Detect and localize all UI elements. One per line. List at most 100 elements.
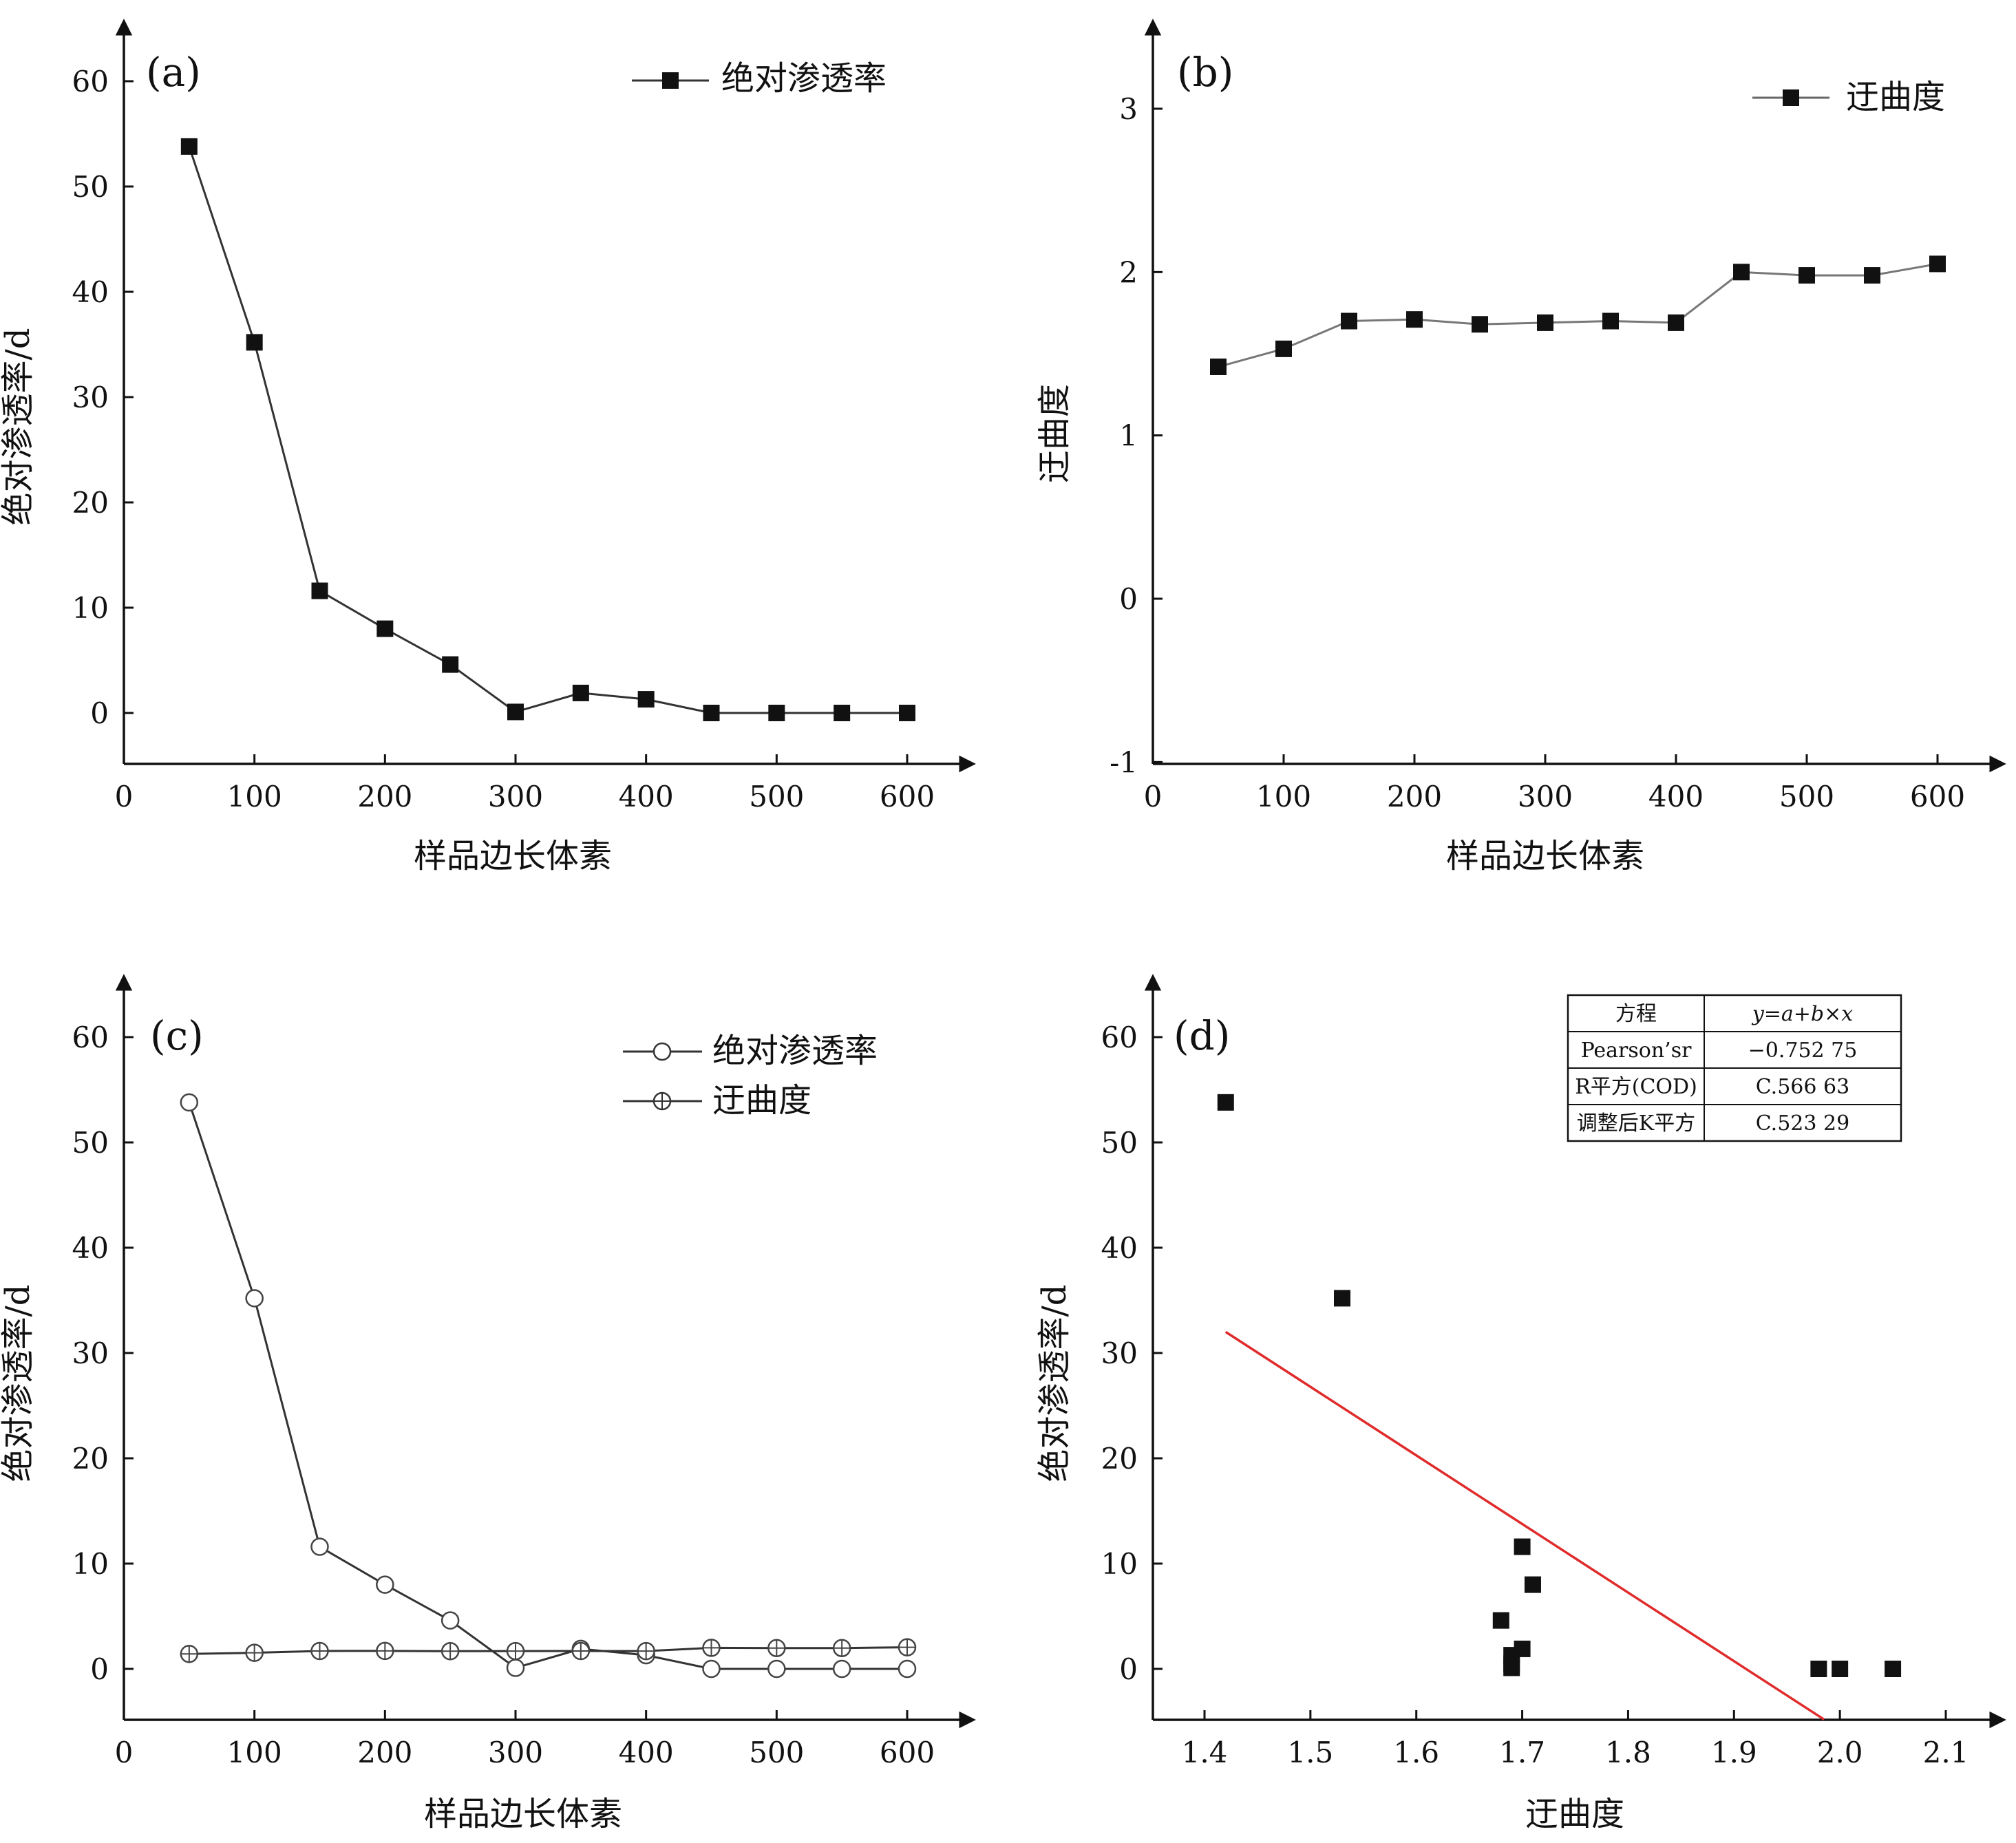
stats-cell-3-1: C.523 29: [1756, 1111, 1849, 1136]
panel-a-ytick-label: 0: [90, 696, 109, 730]
panel-b-series-0-point-11: [1929, 255, 1946, 273]
panel-c-plot: [180, 1093, 917, 1679]
panel-d-point-11: [1503, 1655, 1520, 1672]
stats-cell-2-0: R平方(COD): [1575, 1075, 1697, 1099]
panel-b-xlabel: 样品边长体素: [1446, 837, 1644, 875]
stats-cell-2-1: C.566 63: [1756, 1075, 1849, 1099]
panel-b-tag: (b): [1177, 49, 1233, 96]
panel-b-plot: [1210, 255, 1946, 375]
panel-d-point-0: [1217, 1094, 1234, 1111]
panel-a-series-0-point-8: [703, 705, 720, 721]
panel-d-xlabel: 迂曲度: [1525, 1795, 1624, 1833]
panel-a-series-0-point-11: [899, 705, 915, 721]
panel-a-xtick-label: 500: [749, 780, 804, 813]
panel-b-series-0-point-10: [1864, 267, 1880, 284]
panel-d-xtick-label: 2.0: [1817, 1736, 1863, 1769]
panel-b-series-0-line: [1218, 262, 1938, 368]
panel-a-xlabel: 样品边长体素: [414, 837, 612, 875]
panel-b-xtick-label: 100: [1256, 780, 1311, 813]
panel-d-tag: (d): [1174, 1012, 1230, 1059]
panel-a-series-0-point-3: [376, 620, 394, 637]
panel-c-series-0-point-10: [832, 1659, 851, 1679]
panel-d-xtick-label: 1.4: [1182, 1736, 1228, 1769]
panel-c-series-0-point-4: [441, 1611, 460, 1630]
panel-c-series-0-point-2: [310, 1537, 329, 1556]
panel-c-series-1-point-3: [376, 1641, 394, 1661]
panel-d-ytick-label: 30: [1101, 1336, 1138, 1370]
panel-c-series-0-point-0: [180, 1093, 199, 1112]
panel-c-series-0-point-11: [898, 1659, 917, 1679]
panel-c-xtick-label: 500: [749, 1736, 804, 1769]
panel-c-series-0-point-9: [767, 1659, 786, 1679]
panel-b-ytick-label: 1: [1119, 419, 1138, 453]
panel-c-xtick-label: 100: [227, 1736, 282, 1769]
panel-d-point-9: [1810, 1661, 1827, 1677]
panel-b-xtick-label: 300: [1518, 780, 1573, 813]
panel-c-series-0-point-5: [506, 1659, 525, 1677]
panel-d-point-10: [1885, 1661, 1902, 1677]
panel-c-ytick-label: 40: [72, 1231, 109, 1265]
stats-cell-1-1: −0.752 75: [1748, 1038, 1858, 1063]
panel-d-ytick-label: 0: [1119, 1652, 1138, 1686]
panel-d-point-4: [1492, 1612, 1509, 1629]
stats-cell-3-0: 调整后K平方: [1577, 1111, 1695, 1136]
panel-c-xtick-label: 400: [619, 1736, 674, 1769]
panel-d-point-3: [1524, 1576, 1541, 1593]
panel-a-series-0-line: [188, 146, 907, 714]
panel-c-xtick-label: 0: [115, 1736, 134, 1769]
panel-c-series-1-point-7: [637, 1641, 655, 1661]
panel-a: (a) 0 100 200 300 400 500 600 0 10 20 30 40 50 60 绝对渗…: [0, 19, 976, 875]
panel-d-fit-line: [1224, 1330, 1825, 1721]
panel-d-ylabel: 绝对渗透率/d: [1035, 1285, 1074, 1482]
panel-a-xtick-label: 100: [227, 780, 282, 813]
panel-a-legend-label: 绝对渗透率: [721, 59, 887, 98]
panel-c-axes: 0 100 200 300 400 500 600 0 10 20 30 40 50 60: [72, 974, 976, 1769]
panel-c-series-1-point-2: [310, 1641, 329, 1661]
panel-b-series-0-point-8: [1733, 264, 1750, 281]
panel-c-ylabel: 绝对渗透率/d: [0, 1285, 37, 1482]
panel-d-axes: 1.4 1.5 1.6 1.7 1.8 1.9 2.0 2.1 0 10 20 30 40 50 60: [1101, 974, 2006, 1769]
panel-a-ytick-label: 40: [72, 275, 109, 309]
panel-c-series-1-point-0: [180, 1645, 199, 1663]
panel-c-series-1-point-5: [506, 1641, 525, 1661]
panel-a-tag: (a): [146, 49, 201, 96]
panel-d-ytick-label: 50: [1101, 1126, 1138, 1160]
panel-d-ytick-label: 40: [1101, 1231, 1138, 1265]
panel-a-series-0-point-2: [311, 582, 328, 599]
panel-c-series-0-point-1: [245, 1289, 264, 1308]
panel-b-ylabel: 迂曲度: [1035, 384, 1074, 483]
panel-d-xtick-label: 1.8: [1605, 1736, 1651, 1769]
panel-b-ytick-label: -1: [1110, 745, 1138, 779]
stats-cell-1-0: Pearson’sr: [1581, 1038, 1693, 1063]
panel-d-ytick-label: 10: [1101, 1547, 1138, 1581]
panel-d-xtick-label: 1.7: [1499, 1736, 1545, 1769]
panel-a-series-0-point-10: [834, 705, 851, 721]
panel-a-ytick-label: 60: [72, 65, 109, 98]
panel-c-ytick-label: 60: [72, 1021, 109, 1054]
panel-b-series-0-point-9: [1799, 267, 1815, 284]
panel-a-ylabel: 绝对渗透率/d: [0, 328, 37, 526]
panel-a-series-0-point-9: [768, 705, 785, 721]
panel-c-xtick-label: 200: [357, 1736, 412, 1769]
panel-d-ytick-label: 20: [1101, 1442, 1138, 1476]
panel-c-tag: (c): [150, 1012, 204, 1059]
panel-b-legend-label: 迂曲度: [1846, 78, 1945, 116]
panel-c-legend-label-2: 迂曲度: [712, 1081, 811, 1120]
panel-a-xtick-label: 300: [488, 780, 543, 813]
panel-a-ytick-label: 50: [72, 170, 109, 204]
panel-b-legend: 迂曲度: [1752, 78, 1945, 116]
panel-d-stats-table: 方程 y=a+b×x Pearson’sr −0.752 75 R平方(COD)…: [1567, 994, 1902, 1142]
panel-a-series-0-point-5: [507, 703, 524, 721]
panel-a-xtick-label: 0: [115, 780, 134, 813]
panel-a-series-0-point-1: [246, 334, 263, 351]
panel-c: (c) 0 100 200 300 400 500 600 0 10 20 30 40 50 60 绝对渗…: [0, 974, 976, 1833]
panel-c-ytick-label: 30: [72, 1336, 109, 1370]
panel-c-xlabel: 样品边长体素: [424, 1795, 622, 1833]
panel-d-point-8: [1832, 1661, 1849, 1677]
panel-c-series-1-point-1: [245, 1643, 264, 1662]
panel-a-xtick-label: 600: [880, 780, 935, 813]
panel-c-series-0-line: [188, 1102, 907, 1670]
